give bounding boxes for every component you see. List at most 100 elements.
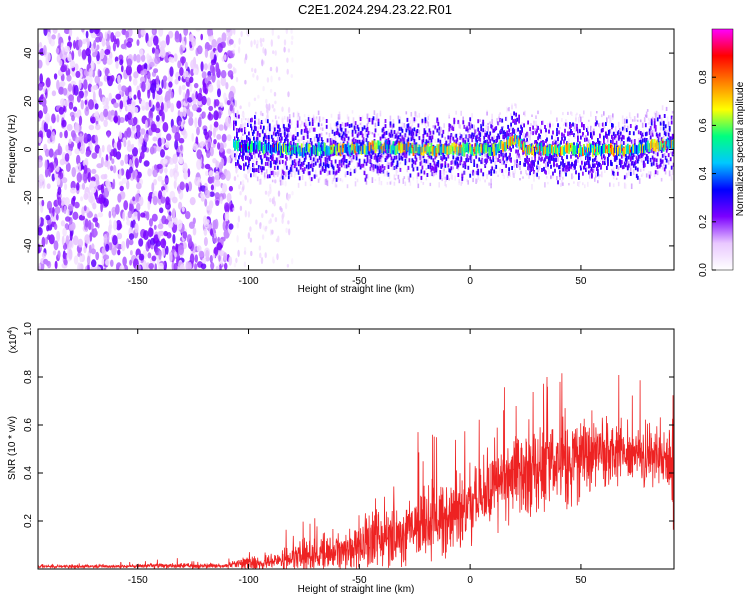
noise-cell xyxy=(93,227,98,237)
noise-cell xyxy=(261,59,264,67)
noise-cell xyxy=(71,114,75,122)
signal-halo-cell xyxy=(349,168,352,171)
signal-halo-cell xyxy=(254,111,257,115)
noise-cell xyxy=(88,67,93,78)
signal-cell xyxy=(259,154,262,159)
signal-halo-cell xyxy=(580,116,582,123)
noise-cell xyxy=(169,251,173,263)
noise-cell xyxy=(220,70,227,79)
signal-halo-cell xyxy=(315,117,318,121)
noise-cell xyxy=(133,53,137,62)
noise-cell xyxy=(83,79,88,90)
signal-cell xyxy=(389,121,392,126)
signal-halo-cell xyxy=(315,174,318,178)
signal-cell xyxy=(245,162,247,167)
signal-halo-cell xyxy=(444,136,446,140)
signal-halo-cell xyxy=(625,172,628,178)
noise-cell xyxy=(192,143,198,151)
signal-cell xyxy=(424,130,427,135)
signal-cell xyxy=(363,171,366,176)
noise-cell xyxy=(286,57,289,63)
noise-cell xyxy=(216,134,222,140)
noise-cell xyxy=(106,57,113,65)
signal-halo-cell xyxy=(338,111,341,118)
signal-halo-cell xyxy=(371,132,374,135)
noise-cell xyxy=(241,179,245,187)
noise-cell xyxy=(168,221,174,229)
noise-cell xyxy=(146,211,150,221)
noise-cell xyxy=(83,246,87,254)
noise-cell xyxy=(88,124,95,131)
signal-cell xyxy=(592,158,594,163)
noise-cell xyxy=(165,196,170,206)
signal-halo-cell xyxy=(625,116,628,120)
signal-halo-cell xyxy=(403,176,406,179)
signal-cell xyxy=(348,160,351,165)
noise-cell xyxy=(237,215,241,223)
noise-cell xyxy=(67,203,74,212)
noise-cell xyxy=(45,77,51,88)
signal-halo-cell xyxy=(610,115,612,119)
signal-halo-cell xyxy=(334,136,337,141)
noise-cell xyxy=(130,125,137,134)
noise-cell xyxy=(237,46,241,54)
signal-halo-cell xyxy=(443,171,445,176)
signal-cell xyxy=(417,172,420,177)
noise-cell xyxy=(188,116,194,126)
noise-cell xyxy=(103,108,109,118)
signal-cell xyxy=(498,154,501,158)
signal-halo-cell xyxy=(391,166,394,171)
signal-halo-cell xyxy=(428,114,431,117)
signal-halo-cell xyxy=(599,174,601,177)
noise-cell xyxy=(158,109,163,117)
noise-cell xyxy=(113,142,117,149)
signal-cell xyxy=(452,155,455,160)
noise-cell xyxy=(117,249,121,256)
signal-halo-cell xyxy=(567,111,569,115)
signal-cell xyxy=(352,155,355,159)
signal-cell xyxy=(311,122,314,126)
signal-halo-cell xyxy=(499,112,501,115)
signal-cell xyxy=(250,173,252,178)
signal-halo-cell xyxy=(342,124,345,129)
noise-cell xyxy=(132,169,135,180)
signal-cell xyxy=(393,155,396,160)
noise-cell xyxy=(112,235,118,246)
noise-cell xyxy=(117,140,122,151)
signal-cell xyxy=(597,168,599,173)
noise-cell xyxy=(182,231,188,239)
signal-cell xyxy=(509,152,511,157)
noise-cell xyxy=(232,207,235,212)
signal-cell xyxy=(265,135,268,140)
signal-cell xyxy=(530,167,532,172)
signal-cell xyxy=(528,157,530,162)
signal-cell xyxy=(553,157,555,162)
signal-halo-cell xyxy=(309,183,312,187)
signal-halo-cell xyxy=(314,169,317,174)
signal-cell xyxy=(286,138,289,143)
signal-halo-cell xyxy=(297,112,300,117)
signal-cell xyxy=(319,162,322,167)
signal-halo-cell xyxy=(509,172,511,177)
signal-cell xyxy=(418,136,421,141)
signal-cell xyxy=(338,159,341,164)
signal-halo-cell xyxy=(579,181,581,184)
noise-cell xyxy=(174,139,179,150)
signal-halo-cell xyxy=(304,181,307,187)
signal-cell xyxy=(435,167,438,172)
signal-cell xyxy=(407,123,410,128)
signal-cell xyxy=(516,117,518,122)
noise-cell xyxy=(136,54,141,63)
signal-halo-cell xyxy=(533,176,535,182)
signal-halo-cell xyxy=(582,115,584,119)
noise-cell xyxy=(183,71,187,80)
signal-halo-cell xyxy=(394,178,397,181)
signal-halo-cell xyxy=(612,117,614,120)
signal-cell xyxy=(258,133,261,138)
signal-halo-cell xyxy=(595,175,597,178)
noise-cell xyxy=(60,200,65,206)
noise-cell xyxy=(82,159,89,167)
signal-cell xyxy=(253,129,255,134)
signal-cell xyxy=(235,162,237,167)
signal-cell xyxy=(623,175,626,180)
